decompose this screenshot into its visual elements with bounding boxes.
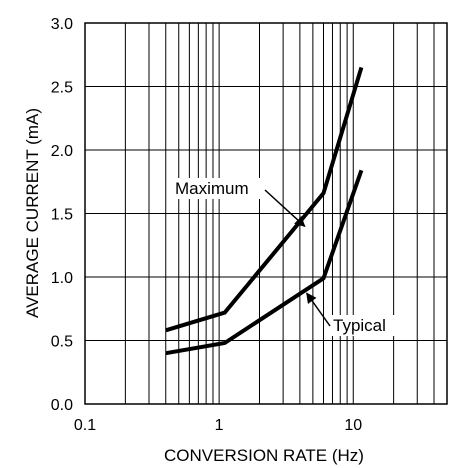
annotation-background (172, 178, 264, 199)
y-tick-label: 1.5 (51, 207, 73, 224)
y-tick-label: 2.0 (51, 143, 73, 160)
x-tick-label: 0.1 (74, 417, 96, 434)
y-tick-label: 2.5 (51, 80, 73, 97)
y-tick-label: 1.0 (51, 270, 73, 287)
x-tick-labels: 0.1 1 10 (74, 417, 362, 434)
annotation-label-maximum: Maximum (175, 179, 249, 198)
y-axis-label: AVERAGE CURRENT (mA) (23, 108, 42, 318)
annotation-background (330, 315, 398, 336)
y-tick-labels: 0.0 0.5 1.0 1.5 2.0 2.5 3.0 (51, 16, 73, 414)
y-tick-label: 3.0 (51, 16, 73, 33)
annotation-label-typical: Typical (333, 316, 386, 335)
plot-frame (84, 22, 448, 405)
x-tick-label: 1 (215, 417, 224, 434)
x-axis-label: CONVERSION RATE (Hz) (164, 446, 364, 465)
x-tick-label: 10 (344, 417, 362, 434)
y-tick-label: 0.5 (51, 334, 73, 351)
annotations: Maximum Typical (172, 178, 398, 336)
series-line-typical (165, 169, 364, 356)
series-line-maximum (165, 66, 364, 333)
annotation-arrow (264, 189, 306, 227)
y-tick-label: 0.0 (51, 397, 73, 414)
series-lines (165, 66, 364, 356)
annotation-arrow (306, 292, 331, 327)
grid-lines (84, 22, 448, 405)
